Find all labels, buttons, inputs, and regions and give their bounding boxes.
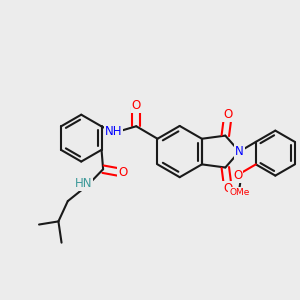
- Text: O: O: [118, 166, 128, 179]
- Text: N: N: [235, 145, 244, 158]
- Text: NH: NH: [105, 125, 122, 138]
- Text: O: O: [223, 108, 232, 121]
- Text: OMe: OMe: [229, 188, 250, 197]
- Text: O: O: [223, 182, 232, 195]
- Text: O: O: [132, 99, 141, 112]
- Text: HN: HN: [75, 177, 92, 190]
- Text: O: O: [233, 169, 242, 182]
